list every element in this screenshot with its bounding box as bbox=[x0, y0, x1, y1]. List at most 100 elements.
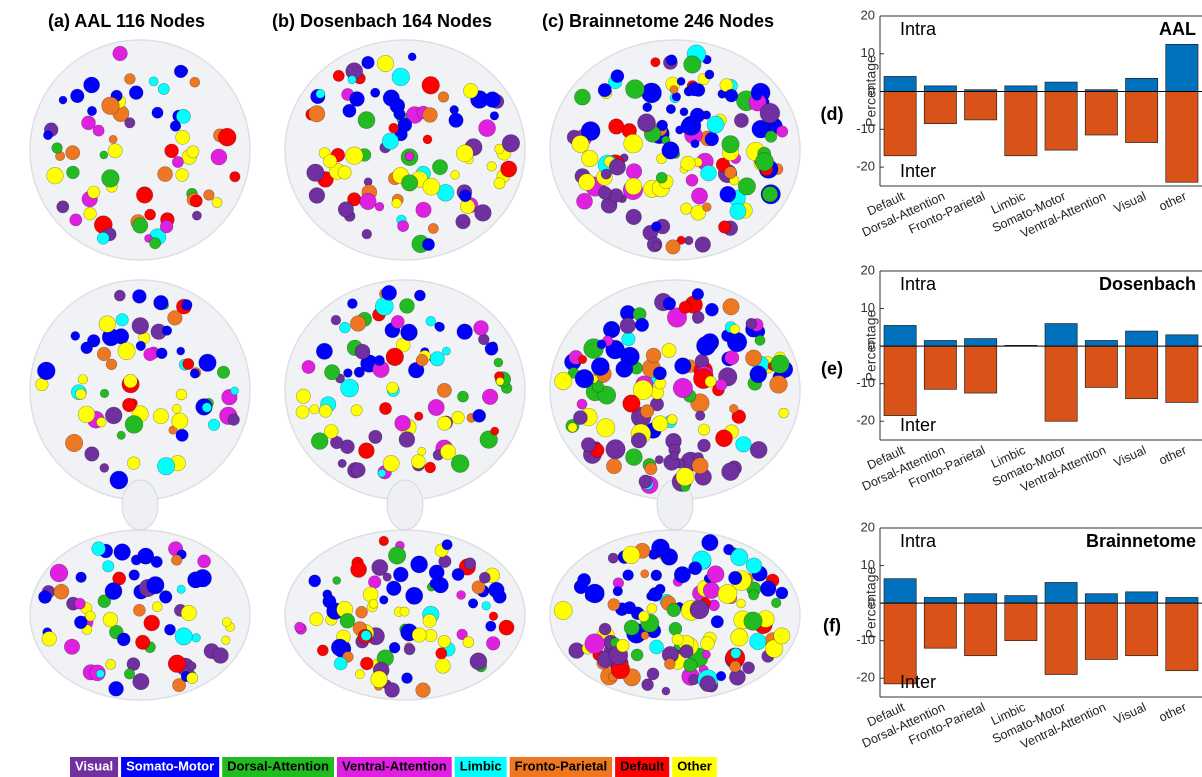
brain-node bbox=[623, 395, 640, 412]
brain-node bbox=[132, 318, 149, 335]
brain-node bbox=[450, 105, 459, 114]
brain-node bbox=[422, 238, 434, 250]
bar bbox=[1166, 92, 1198, 183]
series-annotation: Intra bbox=[900, 531, 937, 551]
brain-node bbox=[92, 542, 106, 556]
brain-node bbox=[436, 659, 451, 674]
series-annotation: Intra bbox=[900, 19, 937, 39]
bar bbox=[1166, 346, 1198, 402]
brain-node bbox=[716, 671, 726, 681]
brain-node bbox=[744, 612, 762, 630]
brain-node bbox=[702, 203, 711, 212]
brain-node bbox=[42, 632, 57, 647]
brain-node bbox=[400, 607, 409, 616]
brain-node bbox=[84, 77, 100, 93]
brain-node bbox=[99, 316, 116, 333]
brain-node bbox=[438, 92, 449, 103]
brain-node bbox=[494, 178, 505, 189]
brain-node bbox=[378, 469, 386, 477]
bar bbox=[1045, 346, 1077, 421]
brain-node bbox=[392, 198, 402, 208]
brain-node bbox=[688, 83, 701, 96]
series-annotation: Inter bbox=[900, 672, 936, 692]
series-annotation: Inter bbox=[900, 415, 936, 435]
brain-node bbox=[388, 547, 405, 564]
brain-node bbox=[360, 193, 376, 209]
brain-node bbox=[655, 584, 665, 594]
brain-node bbox=[150, 238, 161, 249]
y-tick-label: -20 bbox=[856, 159, 875, 174]
brain-node bbox=[377, 55, 393, 71]
brain-node bbox=[152, 602, 162, 612]
brain-node bbox=[414, 412, 423, 421]
brain-node bbox=[172, 413, 188, 429]
y-tick-label: 20 bbox=[861, 519, 875, 534]
brain-node bbox=[171, 555, 182, 566]
brain-node bbox=[676, 468, 694, 486]
brain-node bbox=[340, 322, 351, 333]
brain-node bbox=[78, 375, 88, 385]
brain-node bbox=[491, 427, 499, 435]
brain-view bbox=[285, 530, 525, 700]
bar bbox=[1085, 92, 1117, 135]
brain-node bbox=[428, 223, 438, 233]
series-annotation: Inter bbox=[900, 161, 936, 181]
brain-node bbox=[391, 315, 404, 328]
brain-node bbox=[176, 130, 190, 144]
bar bbox=[1166, 44, 1198, 91]
brain-node bbox=[624, 620, 639, 635]
brain-node bbox=[416, 202, 431, 217]
brain-node bbox=[577, 399, 587, 409]
bar bbox=[1005, 86, 1037, 92]
brain-node bbox=[338, 202, 353, 217]
brain-node bbox=[437, 383, 451, 397]
brain-node bbox=[478, 334, 489, 345]
brain-node bbox=[651, 58, 660, 67]
brain-node bbox=[344, 369, 353, 378]
brain-node bbox=[702, 650, 710, 658]
brain-node bbox=[774, 628, 790, 644]
brain-node bbox=[449, 113, 463, 127]
brain-node bbox=[639, 475, 652, 488]
brain-node bbox=[670, 86, 678, 94]
brain-node bbox=[129, 570, 140, 581]
brain-node bbox=[695, 237, 711, 253]
brain-node bbox=[487, 162, 497, 172]
brain-node bbox=[765, 131, 777, 143]
brainstem bbox=[387, 480, 423, 530]
brain-node bbox=[399, 432, 415, 448]
brain-node bbox=[667, 414, 677, 424]
brain-node bbox=[650, 640, 664, 654]
brain-node bbox=[647, 668, 659, 680]
brain-node bbox=[334, 657, 347, 670]
brain-node bbox=[190, 77, 200, 87]
brain-node bbox=[736, 437, 752, 453]
brain-node bbox=[746, 318, 757, 329]
brain-node bbox=[129, 86, 143, 100]
brain-node bbox=[416, 683, 431, 698]
brain-node bbox=[422, 77, 440, 95]
brain-node bbox=[501, 161, 517, 177]
brain-node bbox=[645, 463, 657, 475]
brain-node bbox=[489, 582, 505, 598]
brain-node bbox=[156, 348, 167, 359]
brain-node bbox=[188, 662, 197, 671]
brain-node bbox=[165, 144, 179, 158]
brain-node bbox=[779, 408, 789, 418]
brain-node bbox=[144, 615, 160, 631]
brain-node bbox=[423, 614, 436, 627]
legend-item: Dorsal-Attention bbox=[222, 757, 334, 777]
brain-node bbox=[479, 572, 490, 583]
brain-node bbox=[666, 240, 680, 254]
brain-node bbox=[640, 405, 653, 418]
brain-node bbox=[626, 449, 643, 466]
brain-node bbox=[362, 229, 372, 239]
brain-node bbox=[770, 376, 788, 394]
brain-node bbox=[114, 290, 125, 301]
brain-node bbox=[346, 147, 364, 165]
brain-node bbox=[642, 679, 654, 691]
legend-item: Other bbox=[672, 757, 717, 777]
brain-node bbox=[122, 398, 136, 412]
x-tick-label: other bbox=[1157, 443, 1189, 468]
brain-node bbox=[581, 150, 598, 167]
